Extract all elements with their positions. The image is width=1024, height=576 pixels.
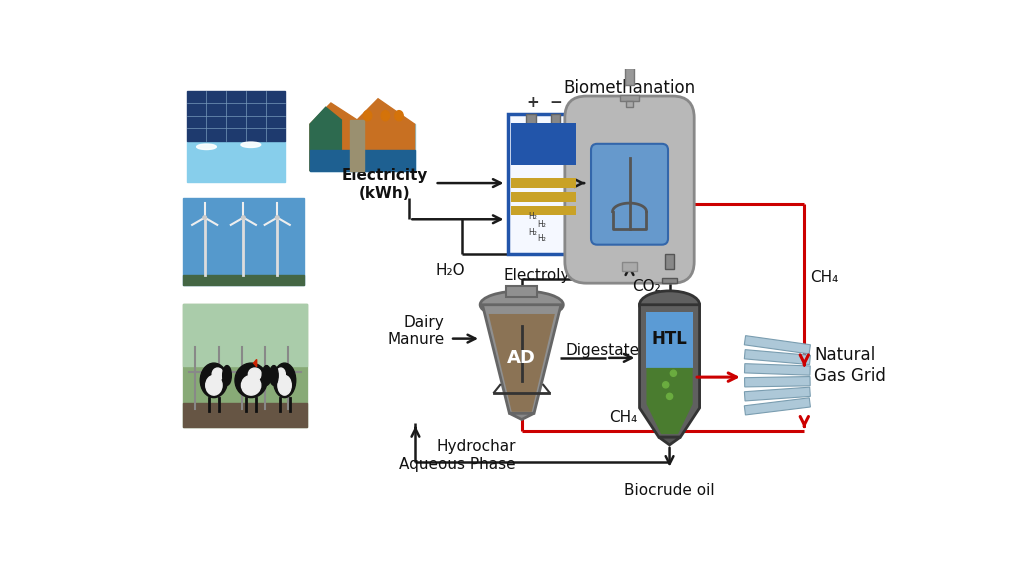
- Bar: [350, 120, 365, 170]
- Bar: [511, 179, 575, 188]
- Ellipse shape: [276, 368, 286, 380]
- Text: Hydrochar
Aqueous Phase: Hydrochar Aqueous Phase: [399, 439, 515, 472]
- Bar: [511, 192, 575, 202]
- Polygon shape: [310, 107, 341, 170]
- Text: H₂: H₂: [538, 220, 546, 229]
- Text: Electrolysis: Electrolysis: [504, 268, 591, 283]
- Text: H₂: H₂: [593, 168, 610, 183]
- Polygon shape: [640, 305, 699, 437]
- Ellipse shape: [206, 376, 222, 395]
- Circle shape: [663, 382, 669, 388]
- Bar: [551, 114, 560, 128]
- Text: +: +: [526, 95, 539, 110]
- Bar: [183, 304, 307, 427]
- Text: H₂O: H₂O: [435, 263, 465, 278]
- Ellipse shape: [242, 376, 261, 395]
- Ellipse shape: [278, 376, 291, 395]
- Text: CH₄: CH₄: [609, 410, 638, 425]
- Bar: [310, 150, 415, 170]
- Bar: [662, 278, 677, 283]
- Text: −: −: [549, 95, 562, 110]
- Ellipse shape: [640, 291, 699, 319]
- Polygon shape: [509, 414, 535, 419]
- FancyBboxPatch shape: [565, 96, 694, 283]
- Polygon shape: [482, 305, 561, 414]
- Text: H₂: H₂: [528, 228, 537, 237]
- Polygon shape: [744, 387, 810, 401]
- Polygon shape: [658, 437, 680, 445]
- FancyBboxPatch shape: [591, 144, 668, 245]
- Circle shape: [242, 216, 245, 219]
- Bar: [183, 403, 307, 427]
- Ellipse shape: [197, 144, 216, 150]
- Text: Electricity
(kWh): Electricity (kWh): [341, 168, 428, 201]
- Circle shape: [667, 393, 673, 399]
- Polygon shape: [744, 398, 810, 415]
- Text: H₂: H₂: [528, 213, 537, 221]
- Text: AD: AD: [507, 349, 537, 367]
- Bar: [665, 254, 674, 270]
- Polygon shape: [488, 314, 555, 412]
- Ellipse shape: [222, 366, 231, 385]
- Ellipse shape: [234, 363, 267, 397]
- Bar: [186, 141, 286, 181]
- Polygon shape: [744, 350, 810, 365]
- Polygon shape: [254, 359, 257, 367]
- Polygon shape: [646, 368, 692, 434]
- Bar: [183, 304, 307, 366]
- Bar: [526, 114, 536, 128]
- Ellipse shape: [381, 111, 389, 121]
- Circle shape: [275, 216, 279, 219]
- Bar: [625, 67, 634, 85]
- Bar: [626, 101, 634, 107]
- Text: H₂: H₂: [538, 234, 546, 243]
- Ellipse shape: [241, 142, 261, 147]
- Polygon shape: [744, 377, 810, 387]
- Ellipse shape: [262, 366, 271, 385]
- Bar: [183, 199, 304, 286]
- Bar: [621, 94, 639, 101]
- Bar: [508, 114, 579, 254]
- Bar: [511, 206, 575, 215]
- Circle shape: [203, 216, 207, 219]
- Ellipse shape: [480, 291, 563, 319]
- Text: Dairy
Manure: Dairy Manure: [387, 314, 444, 347]
- Bar: [506, 286, 538, 297]
- Ellipse shape: [212, 368, 223, 380]
- Polygon shape: [646, 312, 692, 368]
- Ellipse shape: [249, 368, 261, 380]
- Ellipse shape: [201, 363, 227, 397]
- Text: Biocrude oil: Biocrude oil: [625, 483, 715, 498]
- Bar: [183, 275, 304, 286]
- Polygon shape: [744, 336, 810, 354]
- Text: CH₄: CH₄: [810, 270, 838, 285]
- Bar: [310, 124, 415, 170]
- Polygon shape: [310, 98, 415, 170]
- Bar: [622, 262, 637, 271]
- Ellipse shape: [395, 111, 403, 121]
- Ellipse shape: [364, 111, 372, 121]
- Text: HTL: HTL: [651, 329, 687, 348]
- Text: Digestate: Digestate: [565, 343, 640, 358]
- Ellipse shape: [269, 366, 279, 385]
- Bar: [511, 123, 575, 165]
- Text: Natural
Gas Grid: Natural Gas Grid: [814, 346, 886, 385]
- Text: CO₂: CO₂: [633, 279, 662, 294]
- Text: Biomethanation: Biomethanation: [563, 79, 695, 97]
- Circle shape: [671, 370, 677, 376]
- Ellipse shape: [273, 363, 296, 397]
- Bar: [186, 90, 286, 141]
- Polygon shape: [744, 363, 810, 375]
